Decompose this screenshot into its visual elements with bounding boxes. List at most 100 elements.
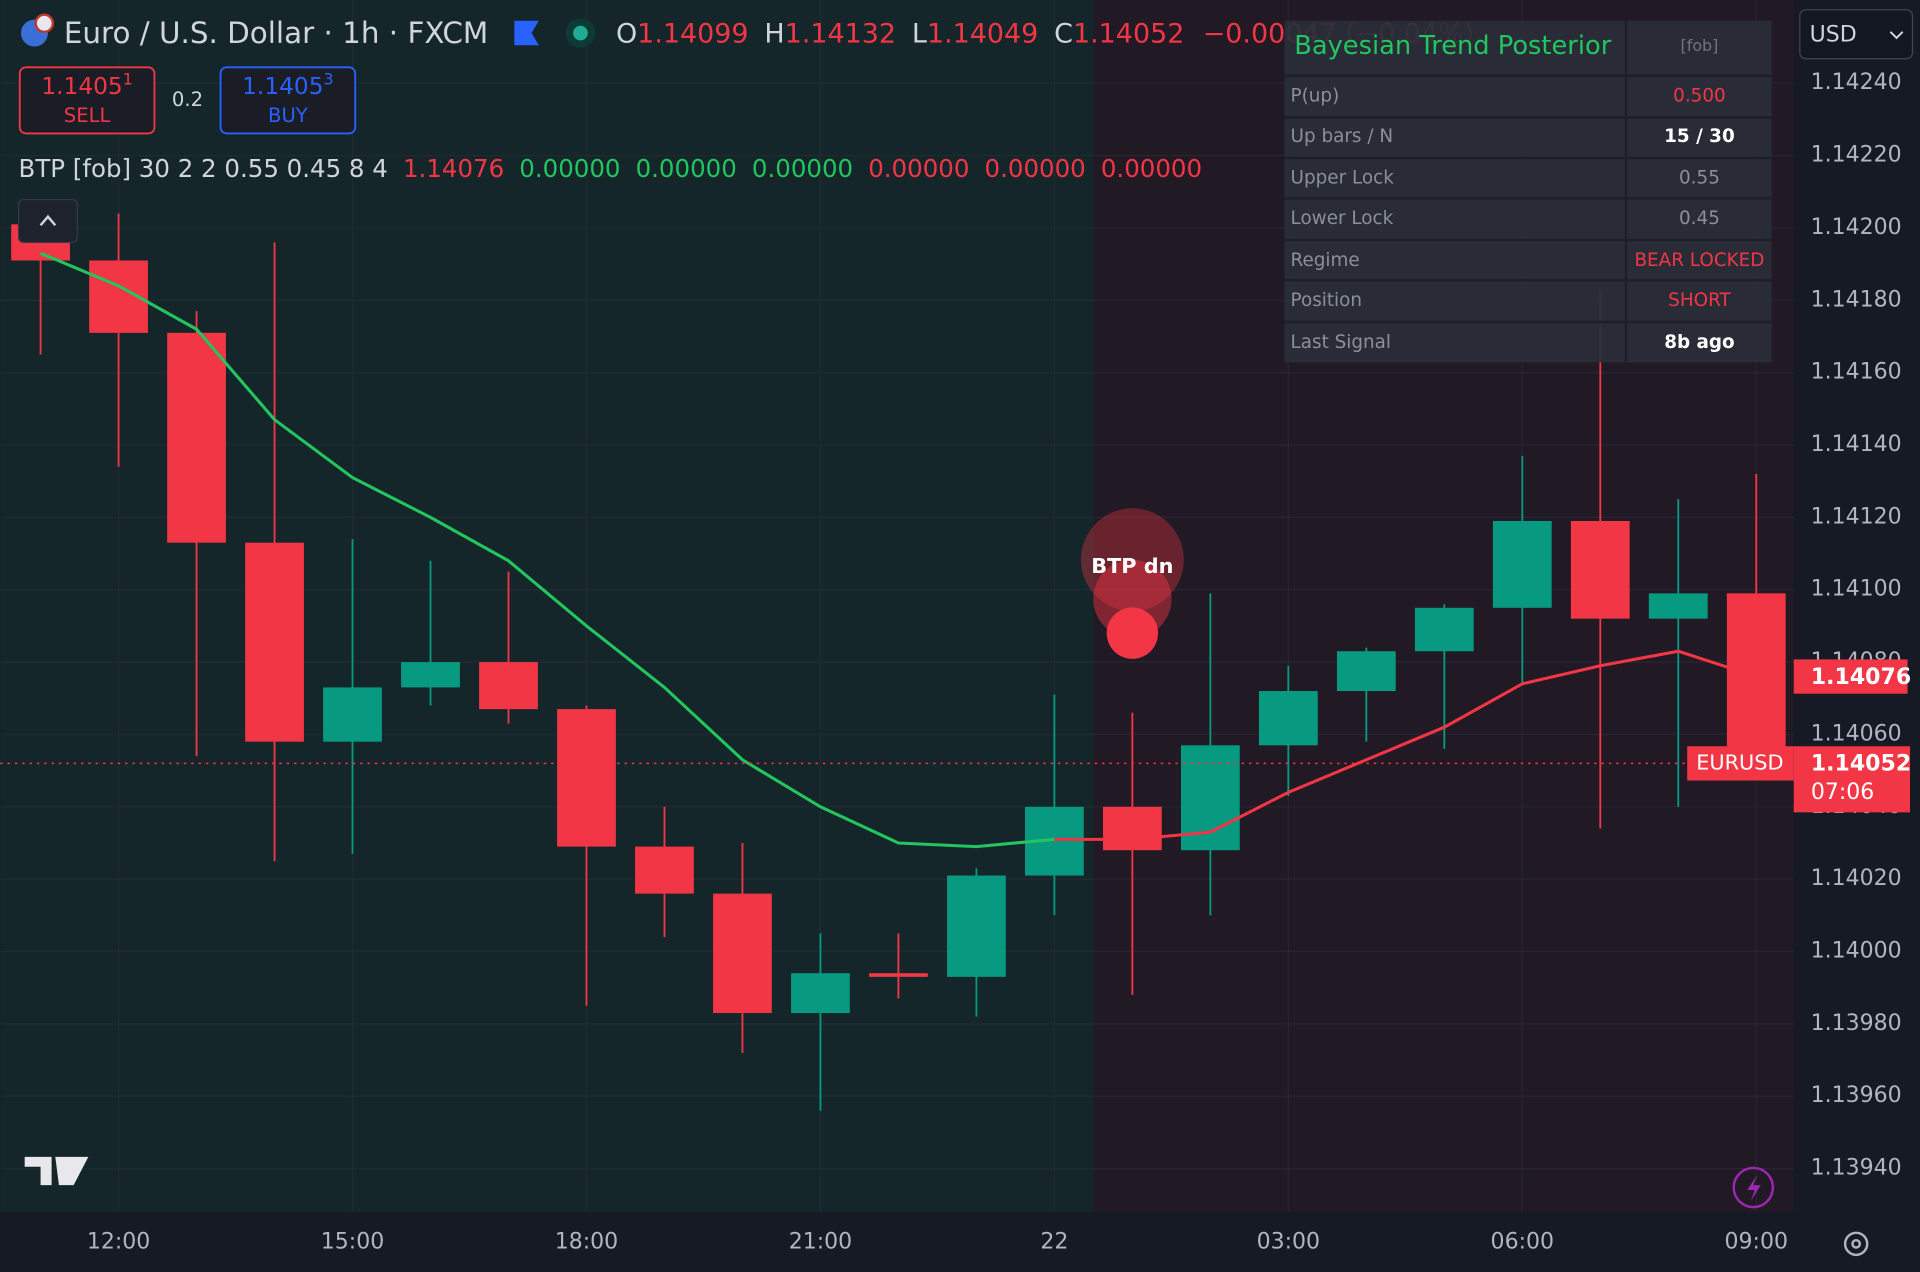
alert-button[interactable]: [1732, 1166, 1775, 1209]
indicator-value: 0.00000: [985, 154, 1086, 183]
y-tick-label: 1.14020: [1811, 866, 1902, 891]
y-tick-label: 1.14120: [1811, 504, 1902, 529]
ohlc-label: H: [764, 18, 784, 49]
indicator-value: 0.00000: [636, 154, 737, 183]
candle-body: [557, 709, 616, 847]
price-tag-value: 1.14076: [1811, 665, 1911, 690]
info-table: Bayesian Trend Posterior [fob] P(up) 0.5…: [1284, 20, 1772, 363]
indicator-label: BTP [fob] 30 2 2 0.55 0.45 8 4: [19, 154, 388, 183]
y-tick-label: 1.14140: [1811, 432, 1902, 457]
signal-halo: [1080, 508, 1184, 612]
ohlc-label: L: [912, 18, 927, 49]
table-value: 8b ago: [1664, 332, 1734, 353]
y-tick-label: 1.14100: [1811, 577, 1902, 602]
currency-selector[interactable]: [1799, 9, 1914, 60]
candle-body: [1414, 607, 1474, 652]
x-tick-label: 09:00: [1725, 1230, 1788, 1255]
y-tick-label: 1.14200: [1811, 215, 1902, 240]
settings-icon: [1851, 1238, 1862, 1249]
table-tag: [fob]: [1681, 36, 1719, 55]
table-bg: [1284, 20, 1772, 363]
price-tag: [1793, 659, 1908, 694]
sell-price: 1.14051: [41, 69, 132, 99]
candle-body: [401, 662, 460, 688]
price-tag-value: 1.14052: [1811, 752, 1911, 777]
candle-body: [1570, 520, 1630, 619]
signal-dot: [1106, 607, 1159, 659]
dropdown-icon: [1889, 31, 1904, 40]
ohlc: O1.14099 H1.14132 L1.14049 C1.14052 −0.0…: [616, 18, 1474, 49]
y-tick-label: 1.14000: [1811, 939, 1902, 964]
candle-body: [1258, 691, 1318, 746]
symbol-title: Euro / U.S. Dollar · 1h · FXCM: [64, 16, 488, 50]
table-key: Up bars / N: [1291, 126, 1394, 147]
table-key: Position: [1291, 290, 1362, 311]
x-tick-label: 22: [1040, 1230, 1068, 1255]
x-tick-label: 15:00: [321, 1230, 384, 1255]
buy-button[interactable]: [219, 66, 357, 135]
indicator-value: 1.14076: [403, 154, 504, 183]
candle-body: [479, 662, 538, 710]
indicator-legend: BTP [fob] 30 2 2 0.55 0.45 8 4 1.14076 0…: [19, 154, 1202, 183]
table-value: 0.500: [1673, 86, 1726, 107]
table-title: Bayesian Trend Posterior: [1294, 31, 1612, 61]
settings-button[interactable]: [1843, 1231, 1869, 1257]
price-axis-bg: [1793, 0, 1920, 1272]
bull-regime-bg: [0, 0, 1094, 1213]
indicator-value: 0.00000: [868, 154, 969, 183]
y-tick-label: 1.13940: [1811, 1156, 1902, 1181]
table-key: P(up): [1291, 86, 1340, 107]
y-tick-label: 1.14160: [1811, 360, 1902, 385]
price-tag: [1793, 746, 1911, 813]
spread: 0.2: [172, 88, 203, 111]
buy-label: BUY: [268, 104, 308, 127]
sell-price-main: 1.1405: [41, 72, 122, 99]
candle-body: [323, 687, 382, 742]
currency: USD: [1810, 23, 1857, 48]
candle-body: [635, 846, 694, 894]
y-tick-label: 1.14240: [1811, 70, 1902, 95]
buy-price: 1.14053: [242, 69, 333, 99]
ohlc-value: 1.14049: [927, 18, 1038, 49]
flag-icon[interactable]: [514, 20, 539, 46]
candle-body: [1102, 806, 1162, 851]
candle-body: [1648, 593, 1708, 619]
indicator-value: 0.00000: [752, 154, 853, 183]
price-tag-symbol: EURUSD: [1696, 750, 1783, 774]
candle-body: [245, 542, 304, 742]
symbol-icon: [34, 13, 55, 34]
axes: 1.13940 1.13960 1.13980 1.14000 1.14020 1.140…: [87, 70, 1911, 1254]
table-key: Regime: [1291, 250, 1360, 271]
table-value: 15 / 30: [1664, 126, 1735, 147]
candle-body: [1336, 651, 1396, 692]
y-tick-label: 1.13980: [1811, 1011, 1902, 1036]
table-lines: [1284, 20, 1772, 363]
candle-body: [791, 973, 850, 1014]
buy-price-main: 1.1405: [242, 72, 323, 99]
ohlc-value: 1.14052: [1073, 18, 1184, 49]
sell-button[interactable]: [18, 66, 156, 135]
table-value: SHORT: [1668, 290, 1731, 311]
market-status: [573, 25, 588, 41]
sell-price-pip: 1: [123, 69, 133, 88]
y-tick-label: 1.14220: [1811, 143, 1902, 168]
candle-body: [713, 893, 772, 1014]
ohlc-value: 1.14099: [637, 18, 748, 49]
price-tag-countdown: 07:06: [1811, 780, 1874, 805]
buy-price-pip: 3: [324, 69, 334, 88]
alert-icon: [1747, 1175, 1761, 1201]
x-tick-label: 21:00: [789, 1230, 852, 1255]
table-value: 0.55: [1679, 168, 1720, 189]
x-tick-label: 03:00: [1257, 1230, 1320, 1255]
price-tag: [1687, 746, 1794, 781]
ohlc-label: C: [1054, 18, 1073, 49]
table-key: Lower Lock: [1291, 208, 1394, 229]
candle-body: [1492, 520, 1552, 608]
x-tick-label: 12:00: [87, 1230, 150, 1255]
header: Euro / U.S. Dollar · 1h · FXCM O1.14099 …: [17, 9, 1914, 244]
collapse-button[interactable]: [17, 198, 78, 244]
candle-body: [869, 973, 928, 977]
y-tick-label: 1.13960: [1811, 1083, 1902, 1108]
